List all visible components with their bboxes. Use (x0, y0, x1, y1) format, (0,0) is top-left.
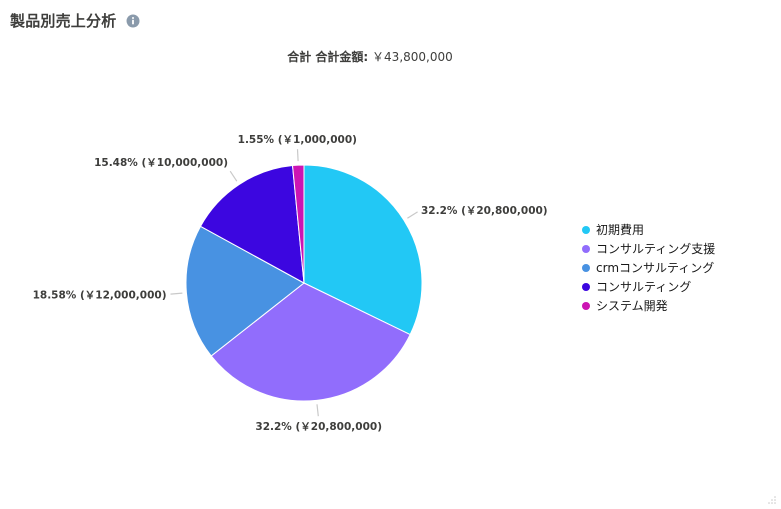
data-labels: 32.2% (￥20,800,000) 32.2% (￥20,800,000) 18… (33, 134, 548, 433)
legend-swatch (582, 225, 590, 234)
legend-item[interactable]: 初期費用 (582, 220, 715, 239)
pie-slice[interactable] (199, 165, 305, 284)
label-leader-line (407, 211, 418, 219)
legend-item[interactable]: crmコンサルティング (582, 258, 715, 277)
total-label: 合計 合計金額: (287, 50, 369, 64)
legend-swatch (582, 244, 590, 253)
pie-slice[interactable] (291, 164, 305, 284)
pie-slice[interactable] (210, 282, 411, 402)
data-label: 18.58% (￥12,000,000) (33, 289, 167, 301)
data-label: 15.48% (￥10,000,000) (94, 157, 228, 169)
legend-label: システム開発 (596, 299, 668, 313)
legend-item[interactable]: コンサルティング支援 (582, 239, 715, 258)
legend-item[interactable]: コンサルティング (582, 277, 715, 296)
label-leader-line (170, 292, 183, 295)
resize-handle-icon[interactable] (767, 495, 777, 505)
total-value: ￥43,800,000 (372, 50, 453, 64)
label-leader-line (229, 170, 238, 182)
label-leader-lines (170, 149, 418, 417)
pie-slice[interactable] (185, 225, 305, 357)
legend-item[interactable]: システム開発 (582, 296, 715, 315)
pie-slice[interactable] (303, 164, 423, 336)
legend-swatch (582, 282, 590, 291)
legend-label: 初期費用 (596, 223, 645, 237)
pie-slices (185, 164, 423, 402)
data-label: 1.55% (￥1,000,000) (238, 134, 357, 146)
legend-swatch (582, 263, 590, 272)
legend-label: コンサルティング支援 (596, 242, 716, 256)
label-leader-line (316, 404, 319, 417)
chart-title: 製品別売上分析 (10, 11, 117, 30)
chart-legend: 初期費用コンサルティング支援 crmコンサルティング コンサルティング システム開発 (582, 220, 715, 315)
label-leader-line (296, 149, 299, 162)
data-label: 32.2% (￥20,800,000) (255, 421, 382, 433)
legend-label: crmコンサルティング (596, 261, 715, 275)
chart-total: 合計 合計金額: ￥43,800,000 (0, 48, 740, 65)
data-label: 32.2% (￥20,800,000) (421, 205, 548, 217)
legend-swatch (582, 301, 590, 310)
card-header: 製品別売上分析 (10, 8, 140, 32)
legend-label: コンサルティング (596, 280, 692, 294)
info-icon[interactable] (126, 13, 140, 28)
